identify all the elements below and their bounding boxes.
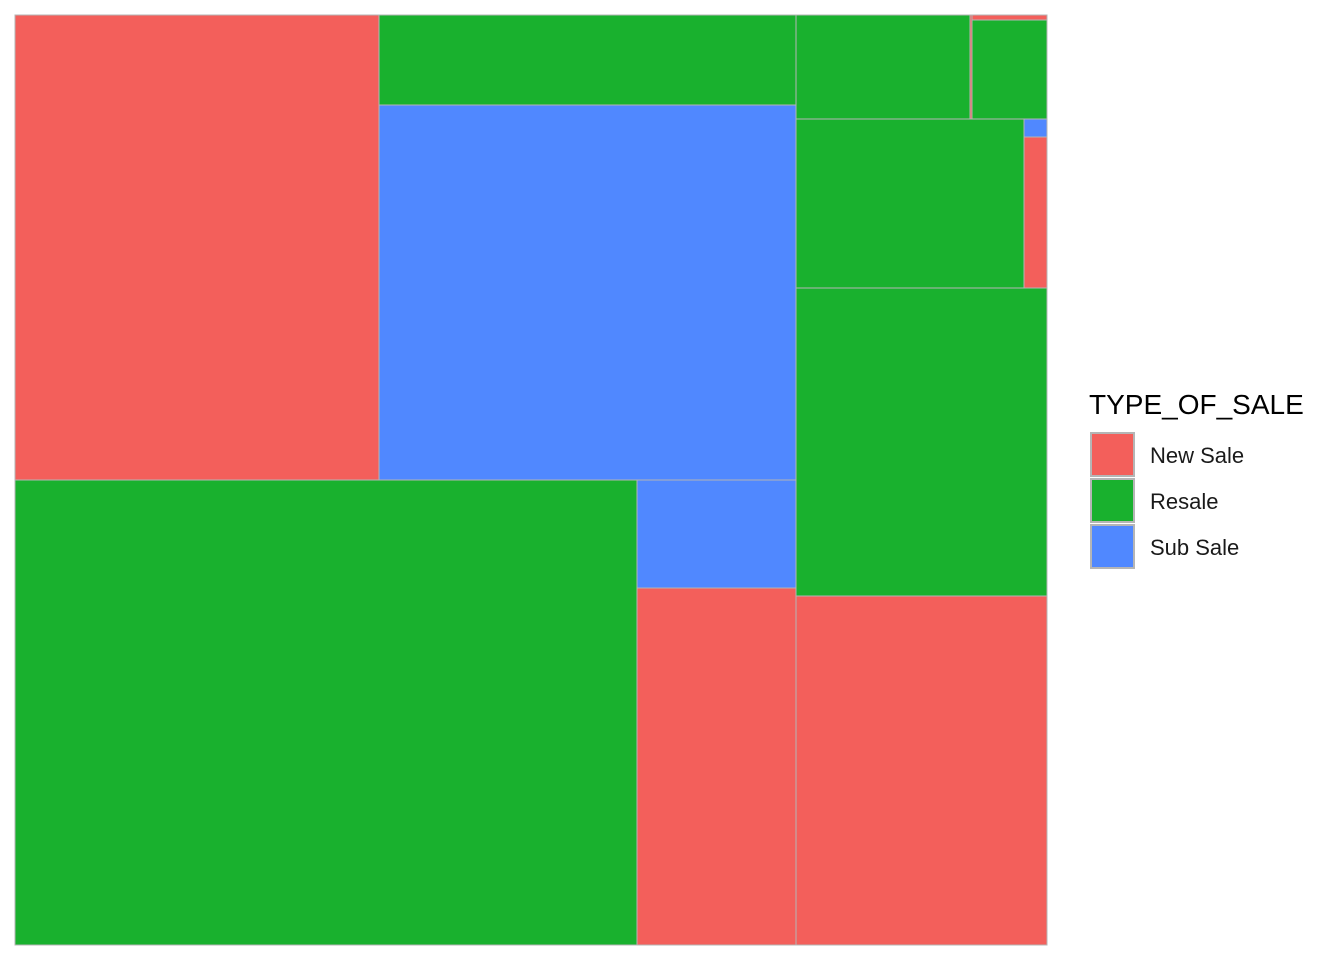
treemap-tile-new-sale bbox=[1023, 136, 1048, 289]
treemap-tile-new-sale bbox=[971, 14, 1048, 21]
treemap-tile-resale bbox=[378, 14, 797, 106]
treemap-tile-resale bbox=[795, 287, 1048, 597]
legend-label-sub-sale: Sub Sale bbox=[1150, 535, 1239, 560]
treemap-tile-new-sale bbox=[795, 595, 1048, 946]
legend-key-new-sale bbox=[1090, 432, 1135, 477]
legend-items: New Sale Resale Sub Sale bbox=[1090, 432, 1244, 569]
treemap-tile-new-sale bbox=[14, 14, 380, 481]
treemap-tile-resale bbox=[795, 118, 1025, 289]
treemap-tile-resale bbox=[971, 19, 1048, 120]
legend-label-new-sale: New Sale bbox=[1150, 443, 1244, 468]
legend-title: TYPE_OF_SALE bbox=[1089, 389, 1304, 420]
treemap-tile-sub-sale bbox=[378, 104, 797, 481]
legend-key-resale bbox=[1090, 478, 1135, 523]
treemap-tile-new-sale bbox=[636, 587, 797, 946]
treemap-tiles bbox=[14, 14, 1048, 946]
treemap-tile-sub-sale bbox=[636, 479, 797, 589]
legend-label-resale: Resale bbox=[1150, 489, 1218, 514]
treemap-tile-sub-sale bbox=[1023, 118, 1048, 138]
treemap-tile-resale bbox=[795, 14, 971, 120]
legend-key-sub-sale bbox=[1090, 524, 1135, 569]
legend: TYPE_OF_SALE New Sale Resale Sub Sale bbox=[1089, 389, 1304, 569]
treemap-tile-resale bbox=[14, 479, 638, 946]
